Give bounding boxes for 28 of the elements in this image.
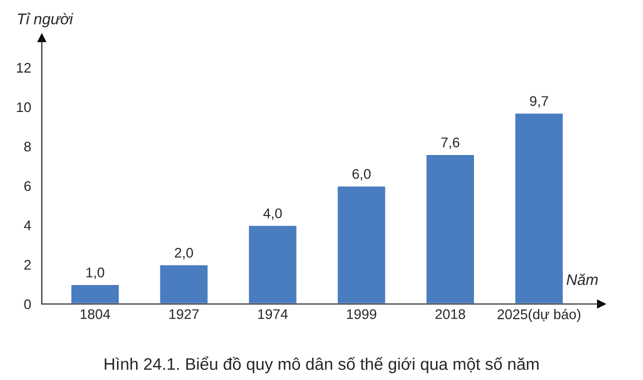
bar — [248, 224, 298, 304]
bar — [336, 185, 387, 304]
y-tick-label: 4 — [24, 220, 31, 230]
y-axis-title: Tỉ người — [18, 12, 74, 28]
x-tick-label: 2018 — [436, 309, 466, 320]
data-label: 7,6 — [441, 138, 460, 149]
y-tick-label: 12 — [16, 62, 31, 73]
x-tick-label: 1999 — [347, 309, 376, 320]
y-tick-label: 8 — [24, 142, 31, 152]
text: Hình 24.1. Biểu đồ quy mô dân số thế giới qua một số năm — [104, 356, 539, 374]
data-label: 1,0 — [86, 268, 104, 280]
data-label: 9,7 — [530, 96, 548, 108]
x-tick-label: 1927 — [169, 309, 199, 320]
data-label: 4,0 — [263, 208, 282, 220]
x-tick-label: 1974 — [258, 309, 288, 320]
bar — [158, 264, 209, 304]
bar — [425, 154, 476, 304]
bar — [514, 112, 564, 304]
y-tick-label: 10 — [16, 102, 31, 112]
data-label: 2,0 — [174, 248, 193, 260]
y-tick-label: 0 — [24, 299, 31, 310]
x-tick-label: 1804 — [80, 309, 110, 320]
data-label: 6,0 — [352, 169, 371, 181]
x-tick-label: 2025(dự báo) — [498, 308, 580, 322]
y-tick-label: 2 — [24, 260, 31, 270]
bar — [70, 284, 120, 304]
x-axis-title: Năm — [566, 274, 598, 286]
y-tick-label: 6 — [24, 181, 31, 191]
